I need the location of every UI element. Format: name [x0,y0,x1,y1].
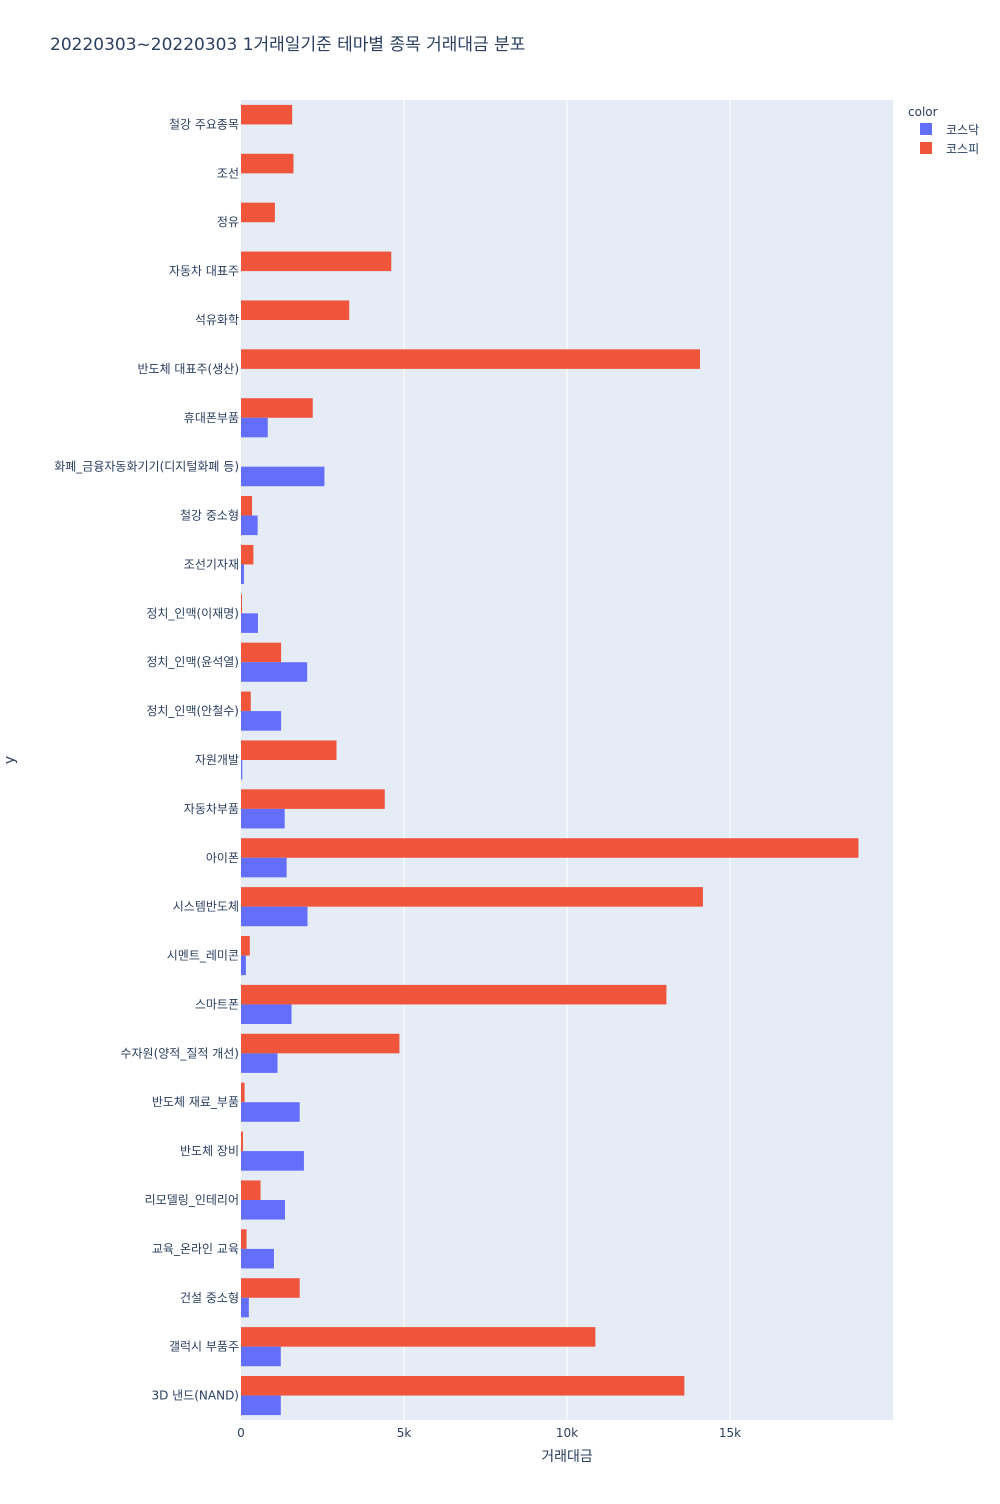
bar-kosdaq[interactable] [241,417,268,438]
legend-label-kospi: 코스피 [946,142,979,156]
bar-kospi[interactable] [241,984,667,1005]
y-tick-label: 반도체 재료_부품 [152,1095,239,1109]
y-tick-label: 반도체 대표주(생산) [138,362,240,376]
legend-item-kosdaq[interactable]: 코스닥 [920,123,979,137]
bar-kosdaq[interactable] [241,955,246,976]
bar-kosdaq[interactable] [241,1346,281,1367]
y-tick-label: 갤럭시 부품주 [169,1340,239,1354]
grid-lines [403,100,731,1420]
bar-kosdaq[interactable] [241,711,282,731]
bar-kosdaq[interactable] [241,662,308,682]
bar-kosdaq[interactable] [241,613,258,633]
y-tick-label: 수자원(양적_질적 개선) [120,1046,239,1060]
bar-kosdaq[interactable] [241,857,287,878]
y-tick-label: 자원개발 [195,753,239,767]
legend[interactable]: color 코스닥 코스피 [908,105,979,156]
y-tick-label: 자동차부품 [184,802,239,816]
legend-swatch-kosdaq [920,123,932,135]
y-tick-label: 조선 [217,166,239,180]
y-axis-label: y [2,756,18,764]
bar-kospi[interactable] [241,251,392,272]
bar-kosdaq[interactable] [241,1297,249,1318]
bar-kospi[interactable] [241,691,251,712]
y-tick-label: 아이폰 [206,851,239,865]
bar-kosdaq[interactable] [241,1053,278,1073]
bar-kosdaq[interactable] [241,1248,274,1269]
bar-kospi[interactable] [241,349,701,369]
bar-kosdaq[interactable] [241,564,244,584]
y-tick-label: 리모델링_인테리어 [145,1193,239,1207]
y-tick-label: 시멘트_레미콘 [167,949,239,963]
y-tick-label: 정치_인맥(윤석열) [146,655,239,669]
legend-item-kospi[interactable]: 코스피 [920,142,979,156]
bar-kosdaq[interactable] [241,760,243,780]
bar-kosdaq[interactable] [241,1200,286,1220]
bar-kosdaq[interactable] [241,1395,281,1416]
x-tick-labels: 0 5k 10k 15k [237,1426,741,1440]
bar-kospi[interactable] [241,104,293,125]
bar-kospi[interactable] [241,300,350,320]
bar-kospi[interactable] [241,1376,685,1396]
bar-kospi[interactable] [241,544,254,565]
bar-kospi[interactable] [241,1229,247,1249]
y-tick-label: 석유화학 [195,313,239,327]
y-tick-label: 정치_인맥(안철수) [146,704,239,718]
bar-kospi[interactable] [241,496,253,516]
legend-title: color [908,105,938,119]
bar-kospi[interactable] [241,593,242,614]
y-tick-label: 교육_온라인 교육 [152,1242,239,1256]
bar-kospi[interactable] [241,789,385,809]
bar-kospi[interactable] [241,887,703,907]
x-tick-label: 15k [719,1426,741,1440]
bar-kospi[interactable] [241,202,275,223]
x-tick-label: 0 [237,1426,245,1440]
bar-kospi[interactable] [241,1131,243,1152]
legend-label-kosdaq: 코스닥 [946,123,979,137]
y-tick-label: 정유 [217,215,239,229]
y-tick-label: 휴대폰부품 [184,411,239,425]
bar-kospi[interactable] [241,1278,300,1298]
bar-kospi[interactable] [241,936,250,956]
y-tick-label: 정치_인맥(이재명) [146,606,239,620]
bar-kospi[interactable] [241,1327,596,1347]
y-tick-label: 스마트폰 [195,997,239,1011]
bars [241,104,859,1416]
legend-swatch-kospi [920,142,932,154]
y-tick-label: 시스템반도체 [173,900,239,914]
bar-kosdaq[interactable] [241,1004,292,1024]
y-tick-label: 화폐_금융자동화기기(디지털화폐 등) [54,460,239,474]
bar-kospi[interactable] [241,838,859,858]
bar-kosdaq[interactable] [241,1151,304,1171]
bar-kosdaq[interactable] [241,808,285,829]
x-tick-label: 5k [397,1426,412,1440]
bar-kospi[interactable] [241,1033,400,1054]
bar-kospi[interactable] [241,1180,261,1200]
bar-kospi[interactable] [241,153,294,174]
bar-kospi[interactable] [241,1082,245,1103]
bar-kospi[interactable] [241,740,337,760]
y-tick-label: 건설 중소형 [180,1291,239,1305]
bar-kosdaq[interactable] [241,466,325,487]
bar-kosdaq[interactable] [241,1102,300,1122]
y-tick-label: 철강 중소형 [180,509,239,523]
bar-kospi[interactable] [241,398,313,418]
bar-kospi[interactable] [241,642,282,663]
y-tick-label: 조선기자재 [184,557,239,571]
chart-title: 20220303~20220303 1거래일기준 테마별 종목 거래대금 분포 [50,35,525,55]
bar-kosdaq[interactable] [241,515,258,536]
y-tick-label: 3D 낸드(NAND) [151,1389,239,1403]
x-axis-label: 거래대금 [541,1449,593,1465]
y-tick-label: 반도체 장비 [180,1144,239,1158]
bar-kosdaq[interactable] [241,906,308,927]
y-tick-label: 자동차 대표주 [169,264,239,278]
x-tick-label: 10k [556,1426,578,1440]
y-tick-label: 철강 주요종목 [169,117,239,131]
